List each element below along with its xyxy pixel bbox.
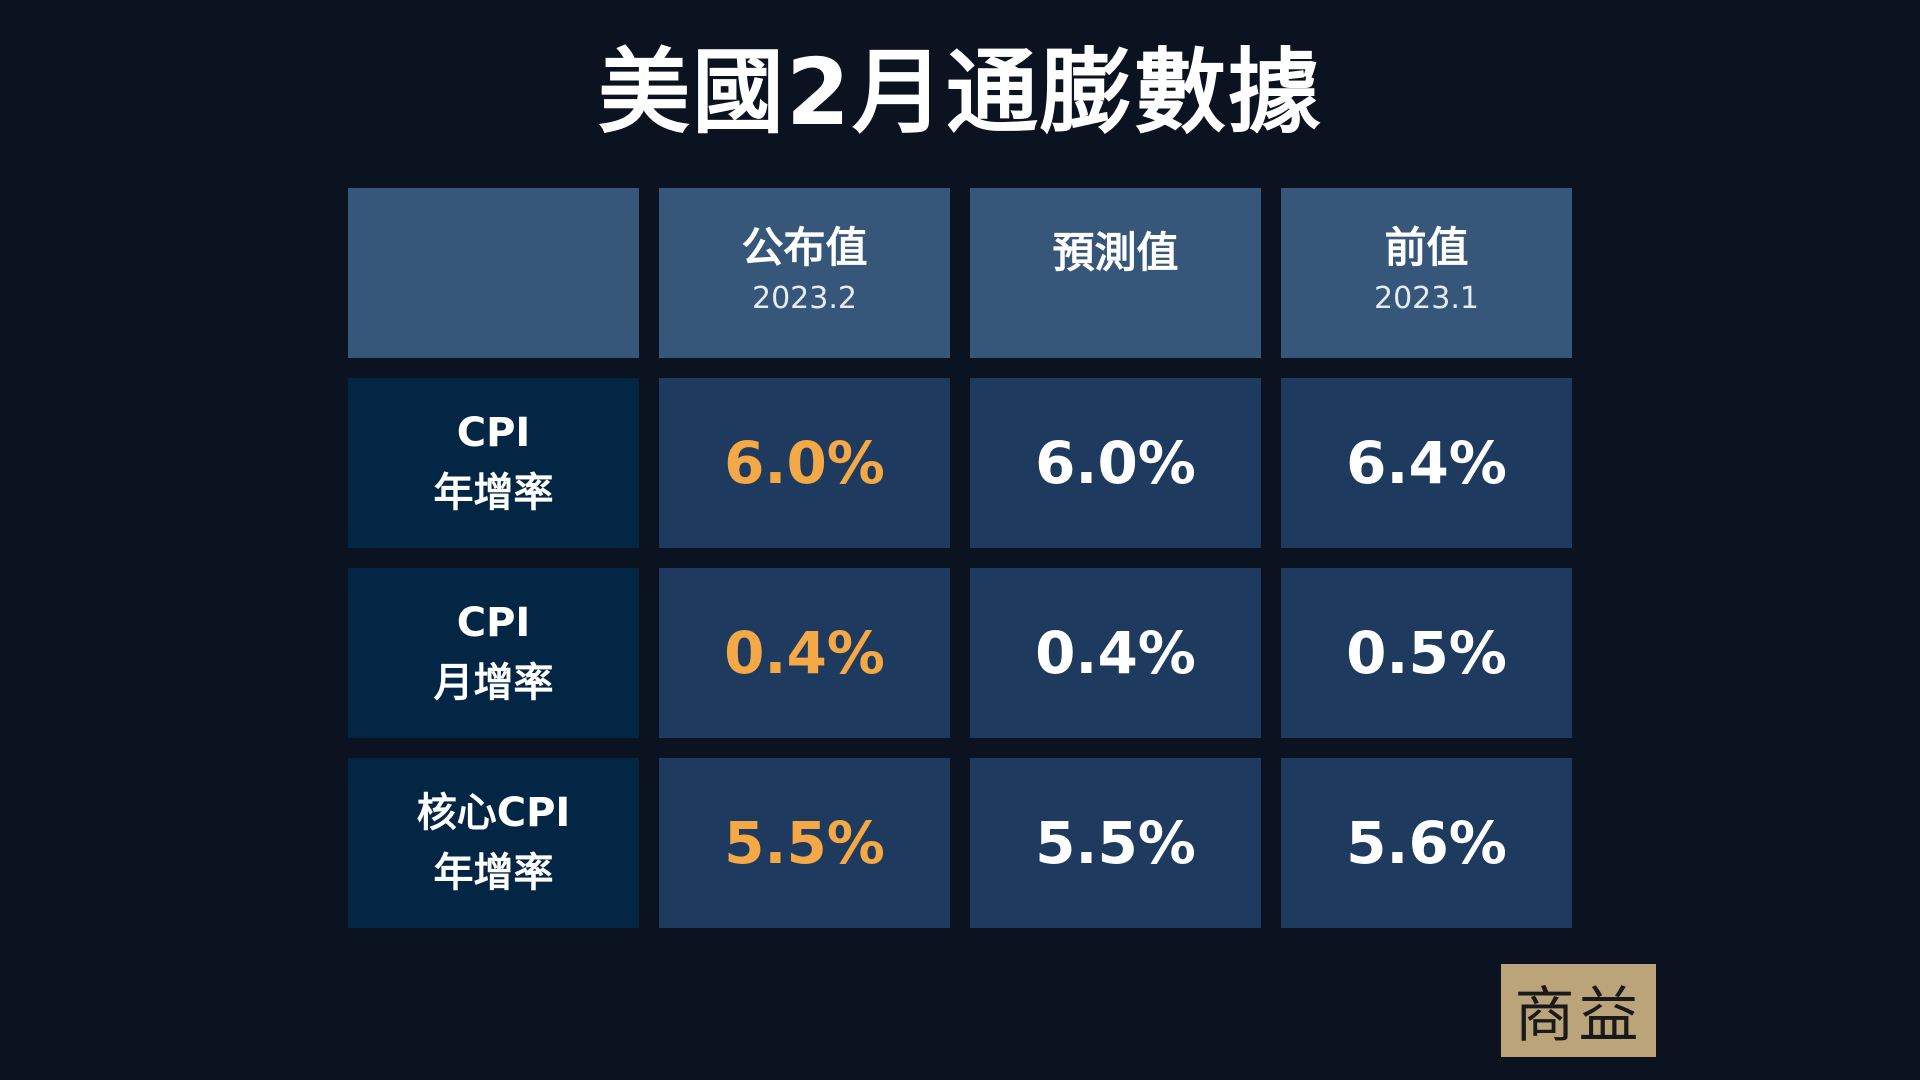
row-label-line2: 年增率 [433, 470, 554, 516]
cell-actual: 0.4% [659, 568, 950, 738]
value-actual: 0.4% [724, 619, 885, 687]
row-label-line2: 年增率 [433, 850, 554, 896]
header-actual: 公布值 2023.2 [659, 188, 950, 358]
cell-previous: 6.4% [1281, 378, 1572, 548]
header-previous-label: 前值 [1384, 223, 1469, 272]
cell-forecast: 6.0% [970, 378, 1261, 548]
cell-previous: 5.6% [1281, 758, 1572, 928]
cell-previous: 0.5% [1281, 568, 1572, 738]
header-actual-date: 2023.2 [752, 281, 857, 316]
brand-logo: 商益 [1501, 964, 1656, 1057]
value-forecast: 6.0% [1035, 429, 1196, 497]
value-forecast: 0.4% [1035, 619, 1196, 687]
header-forecast: 預測值 [970, 188, 1261, 358]
value-previous: 0.5% [1346, 619, 1507, 687]
header-actual-label: 公布值 [741, 223, 868, 272]
value-actual: 6.0% [724, 429, 885, 497]
cell-actual: 5.5% [659, 758, 950, 928]
row-label-line1: 核心CPI [416, 790, 571, 836]
cell-forecast: 0.4% [970, 568, 1261, 738]
row-label-cpi-mom: CPI 月增率 [348, 568, 639, 738]
value-previous: 5.6% [1346, 809, 1507, 877]
row-label-cpi-yoy: CPI 年增率 [348, 378, 639, 548]
header-previous: 前值 2023.1 [1281, 188, 1572, 358]
header-forecast-label: 預測值 [1052, 228, 1179, 277]
value-forecast: 5.5% [1035, 809, 1196, 877]
row-label-line2: 月增率 [433, 660, 554, 706]
cell-actual: 6.0% [659, 378, 950, 548]
header-previous-date: 2023.1 [1374, 281, 1479, 316]
cell-forecast: 5.5% [970, 758, 1261, 928]
value-actual: 5.5% [724, 809, 885, 877]
header-empty-cell [348, 188, 639, 358]
page-title: 美國2月通膨數據 [597, 39, 1322, 146]
inflation-table: 公布值 2023.2 預測值 前值 2023.1 CPI 年增率 6.0% 6.… [348, 188, 1572, 928]
value-previous: 6.4% [1346, 429, 1507, 497]
row-label-core-cpi-yoy: 核心CPI 年增率 [348, 758, 639, 928]
row-label-line1: CPI [456, 410, 531, 456]
row-label-line1: CPI [456, 600, 531, 646]
